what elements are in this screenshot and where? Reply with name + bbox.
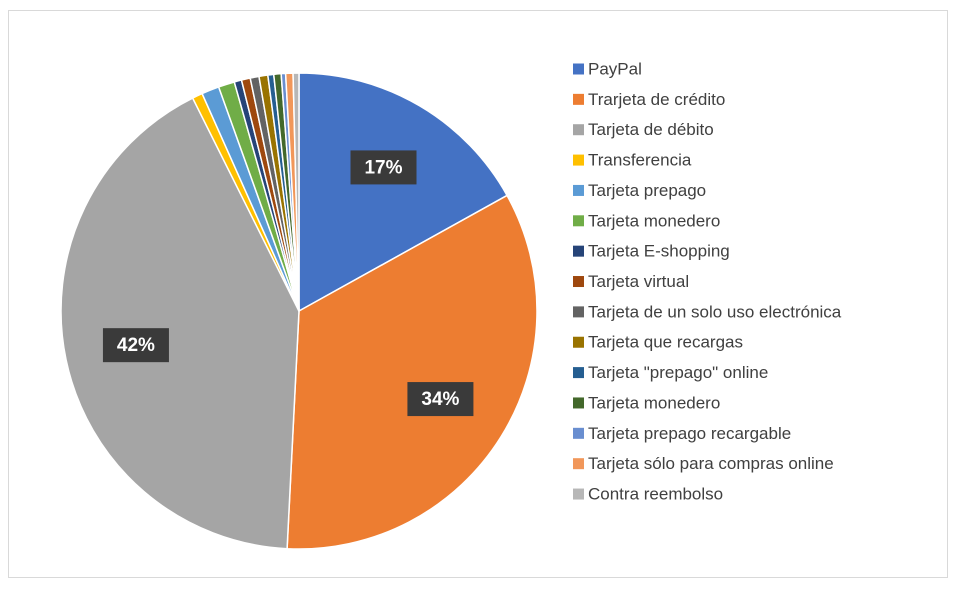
legend-swatch (573, 93, 584, 105)
data-label: 34% (421, 389, 459, 410)
legend-swatch (573, 154, 584, 166)
data-label-box (350, 150, 417, 185)
legend-label: Tarjeta sólo para compras online (588, 454, 834, 473)
legend-label: Trarjeta de crédito (588, 90, 725, 109)
legend-label: PayPal (588, 59, 642, 78)
legend-label: Tarjeta prepago (588, 181, 706, 200)
legend-swatch (573, 124, 584, 136)
data-label: 17% (364, 157, 402, 178)
legend-label: Tarjeta monedero (588, 393, 720, 412)
legend-label: Contra reembolso (588, 485, 723, 504)
pie-slice (292, 72, 300, 312)
legend-label: Tarjeta de un solo uso electrónica (588, 302, 842, 321)
legend-swatch (573, 458, 584, 470)
data-label: 42% (117, 335, 155, 356)
legend-swatch (573, 276, 584, 288)
legend-label: Tarjeta que recargas (588, 333, 743, 352)
legend-swatch (573, 215, 584, 227)
legend-swatch (573, 63, 584, 75)
pie (60, 72, 538, 550)
legend-label: Transferencia (588, 151, 692, 170)
legend-swatch (573, 397, 584, 409)
legend-swatch (573, 367, 584, 379)
data-label-box (102, 328, 169, 363)
pie-slice (298, 72, 509, 313)
legend-label: Tarjeta virtual (588, 272, 689, 291)
legend-label: Tarjeta "prepago" online (588, 363, 768, 382)
legend-swatch (573, 306, 584, 318)
pie-slice (60, 97, 300, 550)
legend-swatch (573, 184, 584, 196)
data-labels: 17% 34% 42% (102, 150, 474, 417)
legend-label: Tarjeta E-shopping (588, 242, 730, 261)
pie-slice (286, 194, 538, 550)
legend-swatch (573, 427, 584, 439)
legend-swatch (573, 336, 584, 348)
legend: PayPal Trarjeta de crédito Tarjeta de débi… (573, 59, 842, 504)
data-label-box (407, 382, 474, 417)
legend-label: Tarjeta de débito (588, 120, 714, 139)
legend-label: Tarjeta monedero (588, 211, 720, 230)
legend-swatch (573, 488, 584, 500)
legend-swatch (573, 245, 584, 257)
legend-label: Tarjeta prepago recargable (588, 424, 791, 443)
